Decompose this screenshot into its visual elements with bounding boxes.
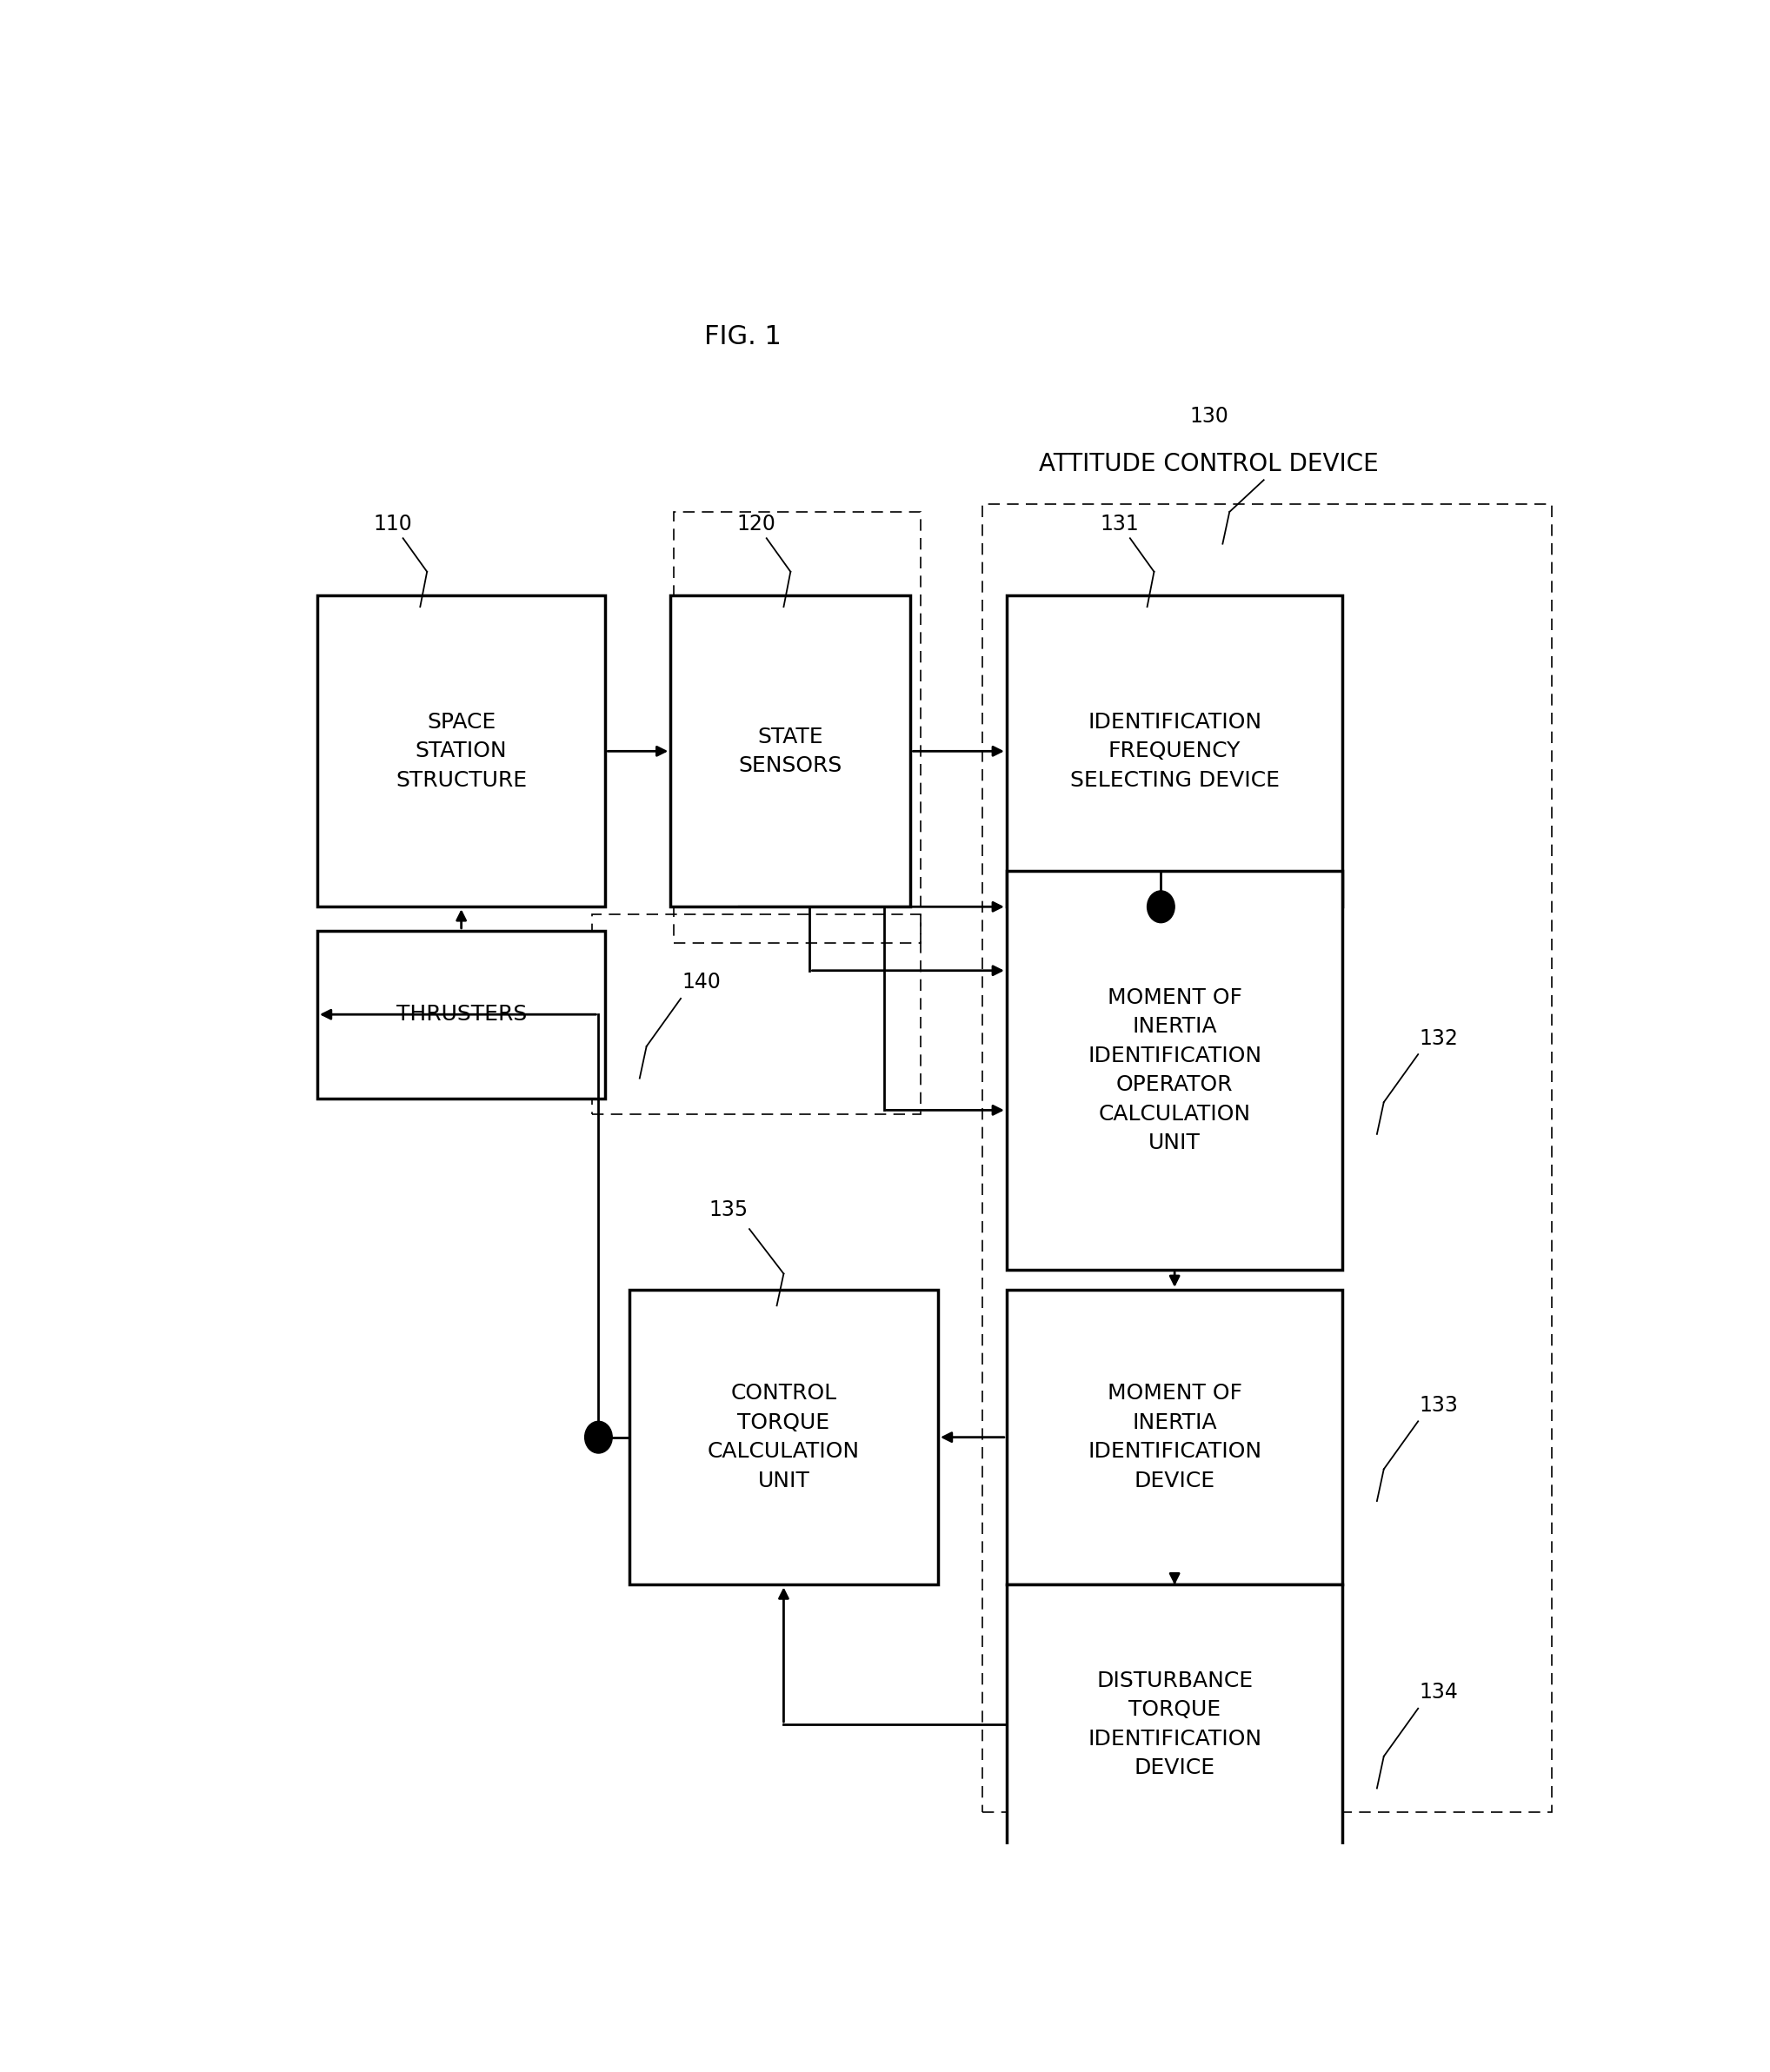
Bar (982, 503, 1552, 1813)
Text: SPACE
STATION
STRUCTURE: SPACE STATION STRUCTURE (396, 711, 527, 792)
Circle shape (584, 1421, 612, 1452)
Bar (1007, 595, 1343, 908)
Text: 120: 120 (736, 514, 775, 535)
Text: DISTURBANCE
TORQUE
IDENTIFICATION
DEVICE: DISTURBANCE TORQUE IDENTIFICATION DEVICE (1087, 1670, 1262, 1778)
Bar (671, 595, 910, 908)
Text: 131: 131 (1101, 514, 1140, 535)
Text: 130: 130 (1189, 406, 1228, 427)
Bar (317, 930, 605, 1098)
Bar (317, 595, 605, 908)
Bar (674, 512, 920, 943)
Text: STATE
SENSORS: STATE SENSORS (738, 725, 843, 777)
Text: 140: 140 (681, 972, 720, 992)
Text: ATTITUDE CONTROL DEVICE: ATTITUDE CONTROL DEVICE (1039, 452, 1379, 477)
Circle shape (1147, 891, 1175, 922)
Bar (1007, 1585, 1343, 1865)
Text: MOMENT OF
INERTIA
IDENTIFICATION
OPERATOR
CALCULATION
UNIT: MOMENT OF INERTIA IDENTIFICATION OPERATO… (1087, 986, 1262, 1154)
Bar (1007, 870, 1343, 1270)
Text: FIG. 1: FIG. 1 (704, 323, 781, 348)
Text: 134: 134 (1420, 1682, 1458, 1703)
Text: IDENTIFICATION
FREQUENCY
SELECTING DEVICE: IDENTIFICATION FREQUENCY SELECTING DEVIC… (1069, 711, 1280, 792)
Text: MOMENT OF
INERTIA
IDENTIFICATION
DEVICE: MOMENT OF INERTIA IDENTIFICATION DEVICE (1087, 1384, 1262, 1492)
Text: 110: 110 (373, 514, 412, 535)
Bar (630, 1289, 938, 1585)
Text: 133: 133 (1420, 1394, 1458, 1415)
Text: 135: 135 (710, 1200, 749, 1220)
Text: 132: 132 (1420, 1028, 1458, 1048)
Bar (591, 914, 920, 1115)
Text: CONTROL
TORQUE
CALCULATION
UNIT: CONTROL TORQUE CALCULATION UNIT (708, 1384, 860, 1492)
Bar (1007, 1289, 1343, 1585)
Text: THRUSTERS: THRUSTERS (396, 1005, 527, 1026)
